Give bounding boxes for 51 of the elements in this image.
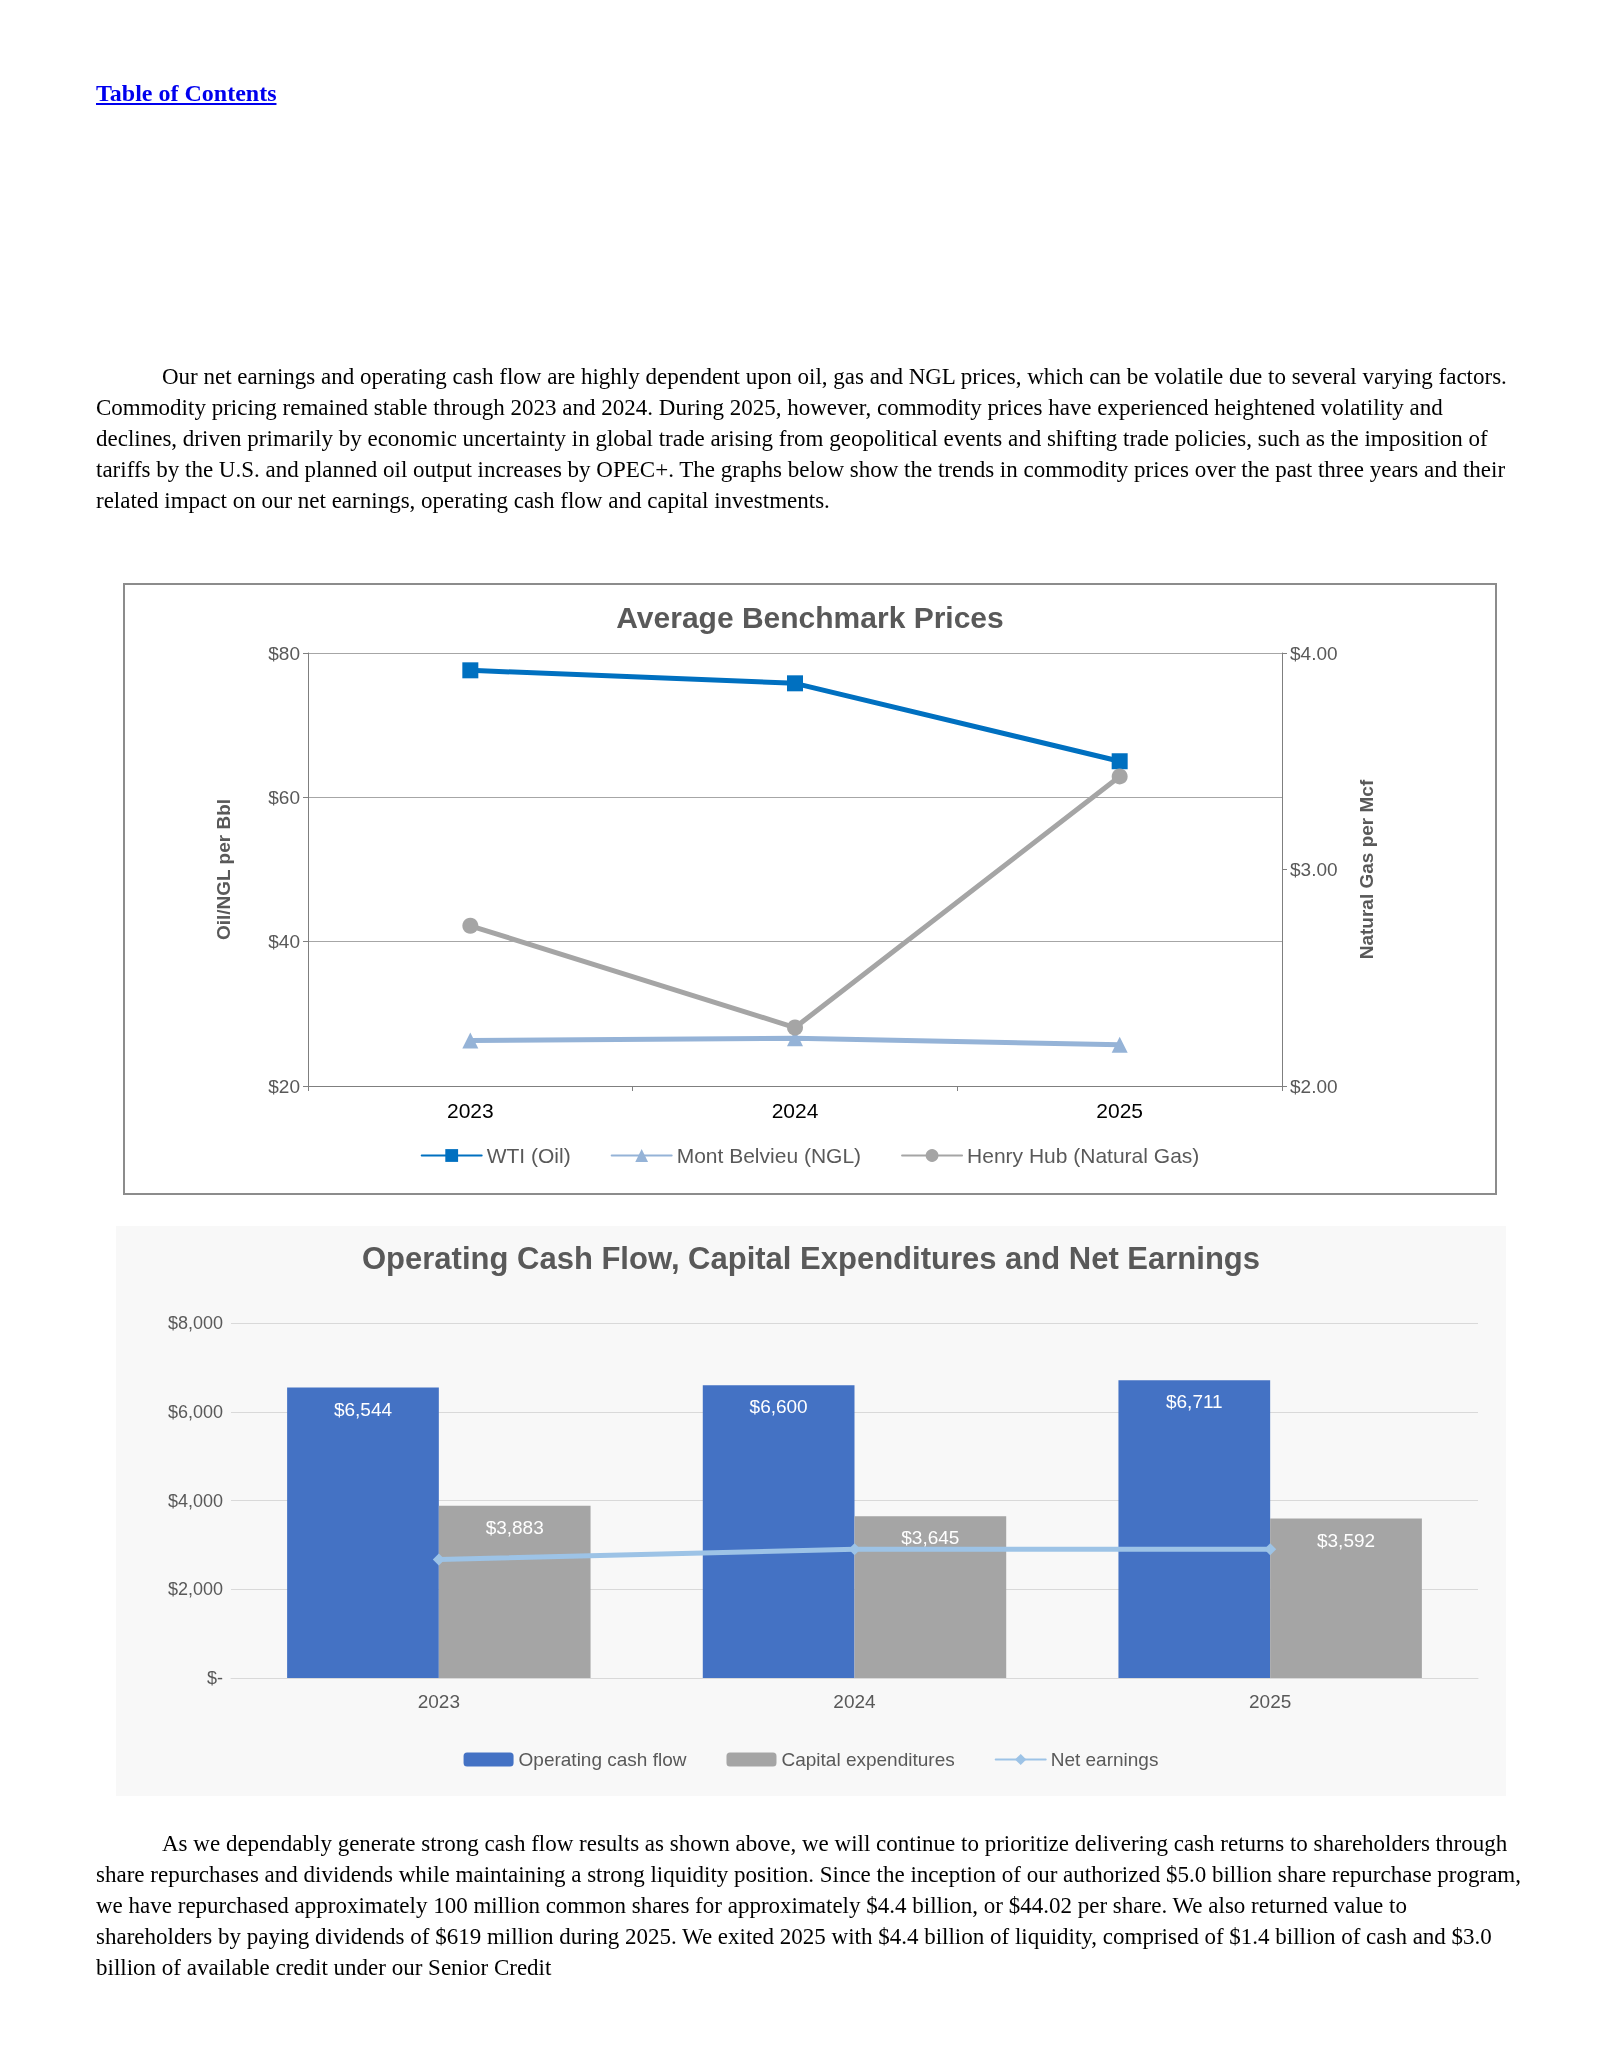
x-tick-label: 2023 (446, 1099, 494, 1122)
y2-tick-label: $4.00 (1290, 642, 1338, 664)
text: Our net earnings and operating cash flow are highly dependent upon oil, gas and NGL prices, which can be volatile due to several varying factors. Commodity pricing remained stable through 2023 and 2024. During 2025, however, commodity prices have experienced heightened volatility and declines, driven primarily by economic uncertainty in global trade arising from geopolitical events and shifting trade policies, such as the imposition of tariffs by the U.S. and planned oil output increases by OPEC+. The graphs below show the trends in commodity prices over the past three years and their related impact on our net earnings, operating cash flow and capital investments. (96, 363, 1508, 515)
data-label: $3,883 (485, 1516, 544, 1538)
chart-title: Average Benchmark Prices (616, 600, 1004, 634)
bar (702, 1385, 855, 1678)
y2-tick-label: $2.00 (1290, 1075, 1338, 1097)
point (1111, 753, 1128, 770)
bar (854, 1516, 1007, 1678)
legend-label: Operating cash flow (518, 1749, 687, 1770)
point (462, 662, 479, 679)
y-tick-label: $2,000 (167, 1579, 223, 1600)
data-label: $6,711 (1165, 1391, 1223, 1413)
x-tick-label: 2025 (1096, 1099, 1144, 1122)
y-tick-label: $8,000 (167, 1313, 223, 1333)
y-tick-label: $- (206, 1668, 223, 1688)
data-label: $6,600 (749, 1396, 808, 1418)
bar (1270, 1518, 1422, 1678)
y-axis-title: Oil/NGL per Bbl (213, 798, 234, 941)
y-tick-label: $60 (268, 786, 300, 808)
point (462, 917, 479, 934)
y-tick-label: $80 (268, 642, 300, 664)
bar (1118, 1380, 1271, 1678)
x-tick-label: 2023 (417, 1691, 460, 1712)
bar (287, 1387, 439, 1678)
y2-tick-label: $3.00 (1290, 859, 1338, 880)
point (787, 675, 803, 692)
text: As we dependably generate strong cash flow results as shown above, we will continue to prioritize delivering cash returns to shareholders through share repurchases and dividends while maintaining a strong liquidity position. Since the inception of our authorized $5.0 billion share repurchase program, we have repurchased approximately 100 million common shares for approximately $4.4 billion, or $44.02 per share. We also returned value to shareholders by paying dividends of $619 million during 2025. We exited 2025 with $4.4 billion of liquidity, comprised of $1.4 billion of cash and $3.0 billion of available credit under our Senior Credit (96, 1830, 1522, 1982)
legend-label: Capital expenditures (781, 1749, 955, 1770)
y-tick-label: $20 (268, 1075, 300, 1097)
legend-label: Mont Belvieu (NGL) (676, 1144, 862, 1167)
data-label: $3,592 (1316, 1529, 1376, 1551)
y-tick-label: $4,000 (167, 1490, 223, 1511)
y2-axis-title: Natural Gas per Mcf (1356, 779, 1377, 960)
legend-label: Net earnings (1050, 1749, 1159, 1770)
y-tick-label: $6,000 (167, 1401, 223, 1422)
y-tick-label: $40 (268, 931, 300, 953)
point (1111, 768, 1128, 785)
point (1111, 1036, 1128, 1053)
point (462, 1032, 479, 1049)
data-label: $3,645 (901, 1527, 960, 1549)
x-tick-label: 2024 (771, 1099, 819, 1122)
legend-label: WTI (Oil) (486, 1144, 571, 1167)
chart-title: Operating Cash Flow, Capital Expenditures and Net Earnings (361, 1241, 1261, 1276)
text: Table of Contents (96, 80, 277, 107)
x-tick-label: 2025 (1249, 1691, 1292, 1712)
legend-label: Henry Hub (Natural Gas) (967, 1144, 1200, 1167)
point (787, 1019, 803, 1036)
x-tick-label: 2024 (833, 1691, 877, 1712)
bar (438, 1505, 591, 1678)
data-label: $6,544 (333, 1398, 393, 1420)
